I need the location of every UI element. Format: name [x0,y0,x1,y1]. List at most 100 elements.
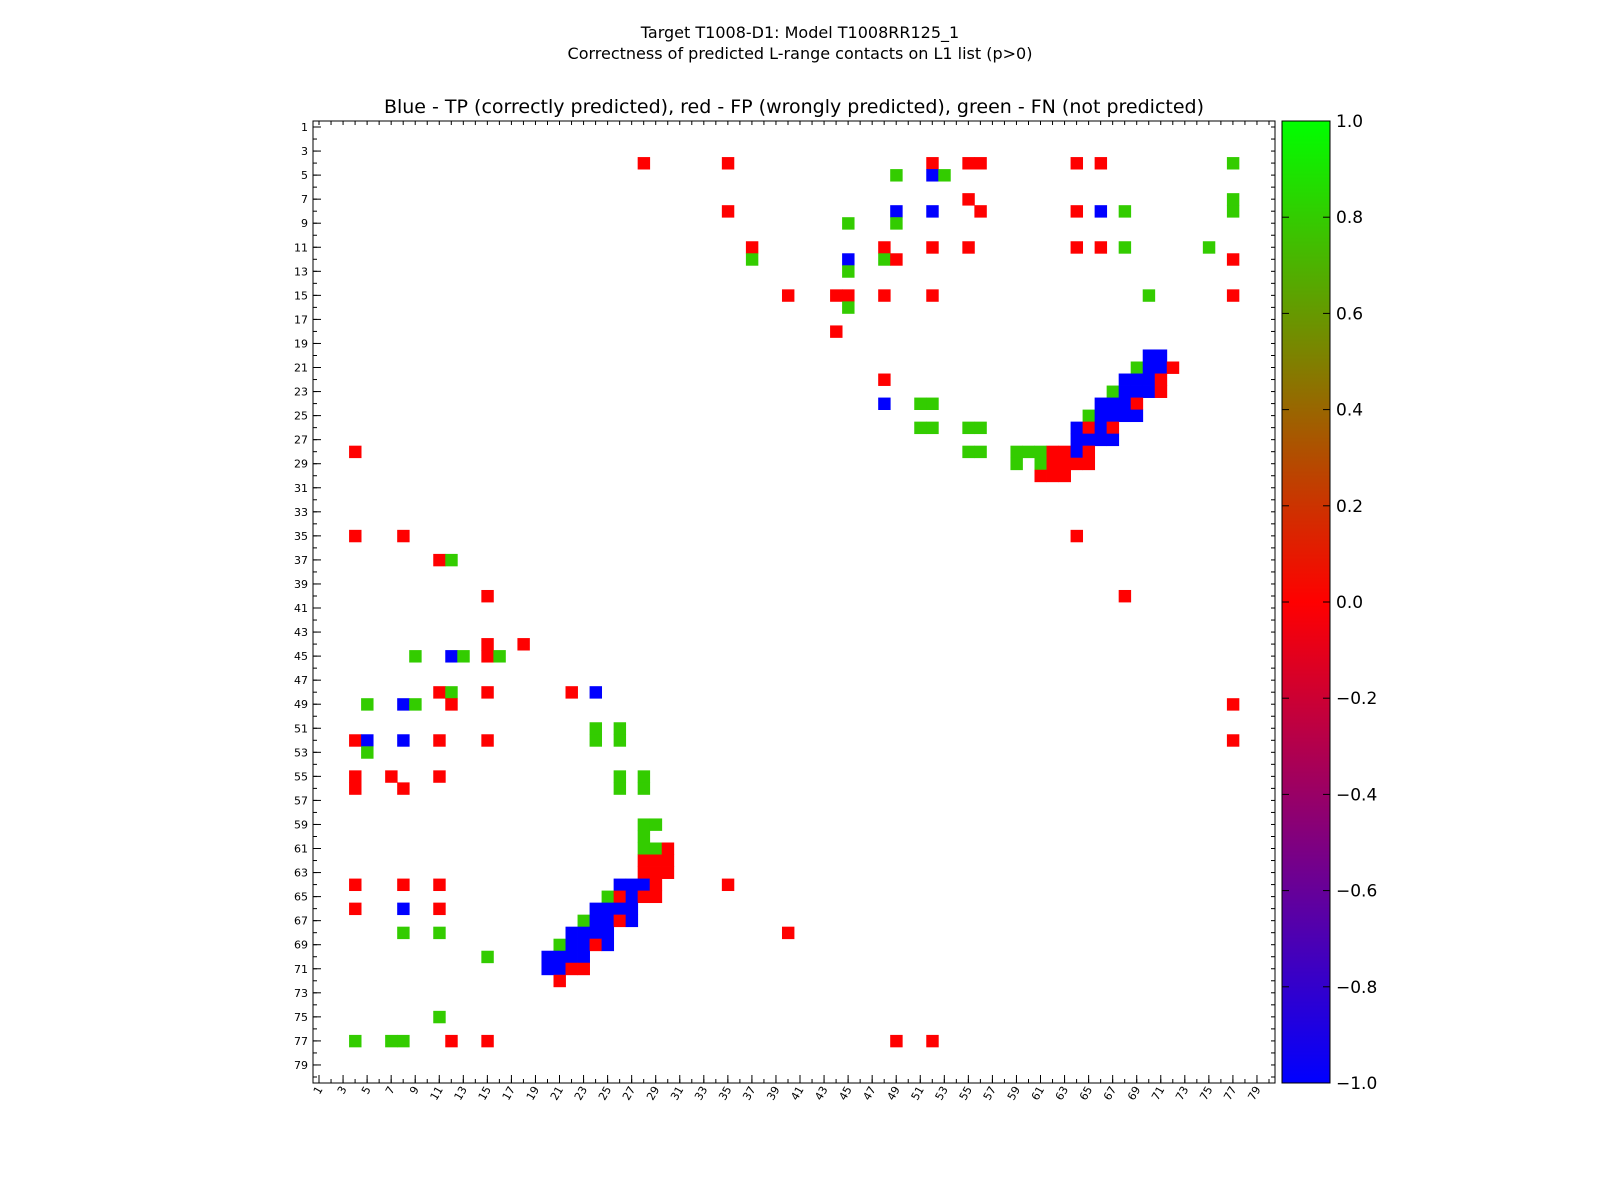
y-tick-label: 71 [294,963,308,976]
colorbar-tick-label: −0.6 [1336,882,1377,902]
x-tick-label: 71 [1149,1084,1167,1103]
contact-cell-fn [457,650,470,663]
y-tick-label: 59 [294,818,308,831]
contact-cell-tp [601,938,615,952]
contact-cell-fp [1070,241,1084,254]
x-tick-label: 35 [716,1084,734,1103]
contact-cell-fp [637,890,651,904]
contact-cell-fp [349,902,362,916]
y-tick-label: 15 [294,289,308,302]
contact-cell-fn [1118,205,1132,218]
contact-cells [349,157,1240,1048]
contact-cell-fn [481,950,494,964]
y-tick-label: 13 [294,265,308,278]
contact-cell-fn [445,553,458,567]
contact-cell-fn [926,397,939,410]
x-tick-label: 37 [740,1084,758,1103]
x-tick-label: 79 [1245,1084,1263,1103]
y-tick-label: 39 [294,578,308,591]
contact-cell-fp [974,205,987,218]
y-tick-label: 75 [294,1011,308,1024]
contact-cell-fp [1166,361,1180,374]
contact-cell-fp [926,241,939,254]
contact-cell-tp [625,914,639,928]
contact-cell-fp [1154,385,1168,398]
contact-cell-fp [1130,397,1144,410]
contact-cell-fn [974,445,987,459]
contact-cell-fp [433,878,446,892]
contact-cell-fn [433,926,446,940]
contact-cell-fp [349,770,362,783]
contact-cell-tp [1106,397,1120,410]
plot-frame [312,120,1276,1084]
x-tick-label: 27 [620,1084,638,1103]
contact-cell-tp [1106,409,1120,423]
contact-cell-fp [1034,469,1047,483]
y-tick-label: 35 [294,530,308,543]
contact-cell-fp [481,686,494,699]
contact-cell-tp [1118,373,1132,386]
y-tick-label: 3 [301,145,308,158]
contact-cell-fn [938,169,951,182]
contact-cell-fn [361,746,374,759]
contact-cell-fn [361,698,374,711]
x-tick-label: 45 [836,1084,854,1103]
contact-cell-tp [1094,421,1108,435]
y-tick-label: 5 [301,169,308,182]
contact-cell-tp [577,926,590,940]
contact-cell-tp [589,926,603,940]
contact-cell-fp [433,902,446,916]
contact-cell-fn [890,217,903,230]
contact-cell-fp [349,529,362,543]
colorbar-tick-label: −0.2 [1336,689,1377,709]
x-tick-label: 67 [1101,1084,1119,1103]
contact-cell-fp [1226,253,1240,266]
contact-cell-fn [613,782,627,795]
contact-cell-tp [842,253,855,266]
contact-cell-fp [481,650,494,663]
x-tick-label: 51 [909,1084,927,1103]
y-tick-label: 53 [294,746,308,759]
contact-cell-tp [589,686,603,699]
y-tick-label: 49 [294,698,308,711]
contact-cell-tp [541,950,554,964]
y-tick-label: 37 [294,554,308,567]
colorbar-tick-label: 0.6 [1336,304,1363,324]
contact-cell-fp [481,734,494,747]
y-tick-label: 19 [294,337,308,350]
contact-cell-fp [661,866,675,879]
contact-cell-fp [565,962,578,976]
contact-cell-fp [1118,589,1132,603]
contact-cell-fp [830,289,843,302]
contact-cell-fp [1106,421,1120,435]
contact-cell-tp [890,205,903,218]
contact-cell-fp [842,289,855,302]
contact-cell-tp [625,902,639,916]
x-tick-label: 39 [764,1084,782,1103]
contact-cell-tp [397,698,410,711]
contact-cell-fp [1094,157,1108,170]
contact-cell-fn [349,1034,362,1048]
x-tick-label: 23 [572,1084,590,1103]
contact-cell-fp [830,325,843,338]
contact-cell-fp [661,842,675,855]
contact-cell-fp [926,289,939,302]
contact-cell-tp [553,950,566,964]
contact-cell-fp [433,734,446,747]
x-tick-label: 17 [500,1084,518,1103]
contact-cell-fn [842,301,855,314]
contact-cell-tp [1130,373,1144,386]
x-tick-label: 47 [861,1084,879,1103]
x-tick-label: 41 [788,1084,806,1103]
y-tick-label: 45 [294,650,308,663]
contact-cell-tp [1142,373,1156,386]
contact-cell-tp [1094,397,1108,410]
contact-cell-fp [1070,529,1084,543]
y-tick-label: 29 [294,458,308,471]
contact-cell-tp [577,938,590,952]
contact-cell-fn [745,253,759,266]
contact-cell-fp [649,854,663,867]
contact-cell-tp [613,878,627,892]
contact-cell-fn [613,722,627,735]
